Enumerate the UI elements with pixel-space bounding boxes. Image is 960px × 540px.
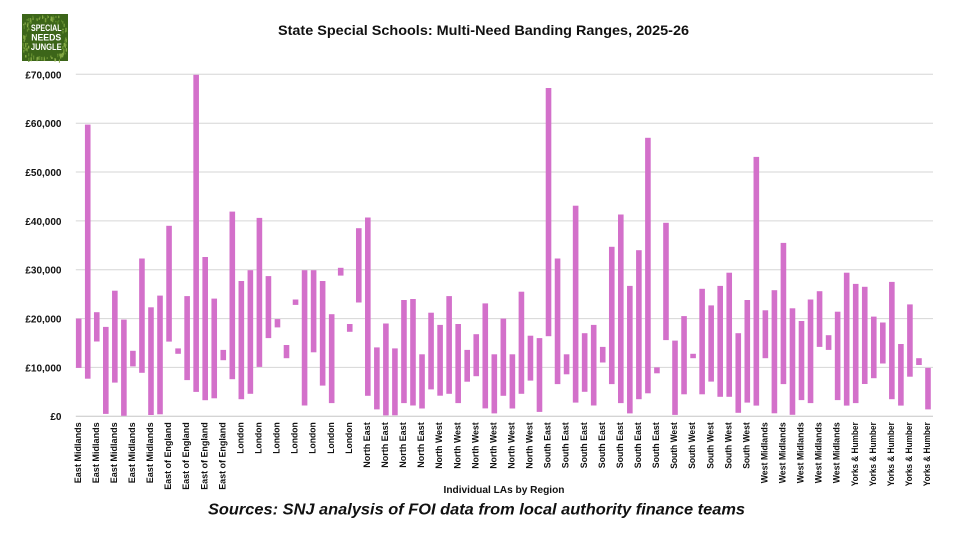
svg-text:West Midlands: West Midlands (759, 422, 769, 483)
svg-text:East of England: East of England (199, 422, 209, 490)
svg-text:South East: South East (633, 422, 643, 468)
svg-text:North West: North West (452, 422, 462, 469)
svg-text:Yorks & Humber: Yorks & Humber (850, 422, 860, 486)
svg-text:£50,000: £50,000 (25, 168, 62, 179)
svg-text:£40,000: £40,000 (25, 217, 62, 228)
svg-text:East Midlands: East Midlands (127, 422, 137, 483)
svg-text:West Midlands: West Midlands (778, 422, 788, 483)
svg-text:£0: £0 (50, 412, 62, 423)
svg-text:Individual LAs by Region: Individual LAs by Region (444, 485, 565, 496)
svg-text:North East: North East (362, 422, 372, 468)
svg-text:East of England: East of England (181, 422, 191, 490)
svg-text:East Midlands: East Midlands (91, 422, 101, 483)
svg-text:East Midlands: East Midlands (73, 422, 83, 483)
svg-text:South East: South East (579, 422, 589, 468)
svg-text:Yorks & Humber: Yorks & Humber (868, 422, 878, 486)
svg-text:£10,000: £10,000 (25, 363, 62, 374)
svg-text:JUNGLE: JUNGLE (31, 42, 62, 52)
svg-text:London: London (235, 422, 245, 454)
svg-text:£30,000: £30,000 (25, 266, 62, 277)
svg-text:South East: South East (561, 422, 571, 468)
svg-text:London: London (344, 422, 354, 454)
svg-text:South East: South East (597, 422, 607, 468)
svg-text:East of England: East of England (163, 422, 173, 490)
svg-text:South East: South East (615, 422, 625, 468)
svg-text:State Special Schools: Multi-N: State Special Schools: Multi-Need Bandin… (278, 22, 689, 38)
svg-text:South West: South West (687, 422, 697, 469)
svg-text:Yorks & Humber: Yorks & Humber (886, 422, 896, 486)
svg-text:North East: North East (416, 422, 426, 468)
svg-text:SPECIAL: SPECIAL (31, 23, 62, 33)
svg-text:£20,000: £20,000 (25, 315, 62, 326)
svg-text:London: London (254, 422, 264, 454)
svg-text:South West: South West (723, 422, 733, 469)
svg-text:South East: South East (651, 422, 661, 468)
svg-text:North West: North West (525, 422, 535, 469)
svg-text:East Midlands: East Midlands (109, 422, 119, 483)
svg-text:West Midlands: West Midlands (832, 422, 842, 483)
svg-text:West Midlands: West Midlands (796, 422, 806, 483)
svg-text:North East: North East (398, 422, 408, 468)
svg-text:East Midlands: East Midlands (145, 422, 155, 483)
svg-text:London: London (290, 422, 300, 454)
svg-text:London: London (272, 422, 282, 454)
svg-text:North West: North West (506, 422, 516, 469)
svg-text:£60,000: £60,000 (25, 119, 62, 130)
svg-text:£70,000: £70,000 (25, 70, 62, 81)
svg-text:South West: South West (705, 422, 715, 469)
svg-text:West Midlands: West Midlands (814, 422, 824, 483)
svg-text:Sources: SNJ analysis of FOI d: Sources: SNJ analysis of FOI data from l… (208, 502, 745, 519)
svg-text:London: London (308, 422, 318, 454)
svg-text:NEEDS: NEEDS (31, 32, 61, 42)
svg-text:London: London (326, 422, 336, 454)
svg-text:Yorks & Humber: Yorks & Humber (904, 422, 914, 486)
svg-text:South East: South East (543, 422, 553, 468)
svg-text:South West: South West (741, 422, 751, 469)
svg-text:North East: North East (380, 422, 390, 468)
svg-text:North West: North West (470, 422, 480, 469)
svg-text:South West: South West (669, 422, 679, 469)
svg-text:Yorks & Humber: Yorks & Humber (922, 422, 932, 486)
svg-text:North West: North West (434, 422, 444, 469)
svg-text:East of England: East of England (217, 422, 227, 490)
svg-text:North West: North West (488, 422, 498, 469)
